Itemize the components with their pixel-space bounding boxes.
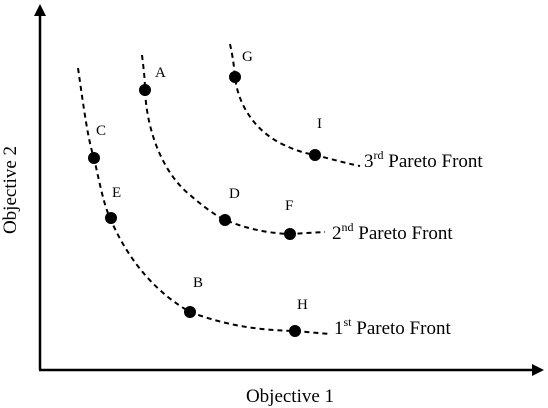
point-h-marker [289, 325, 301, 337]
point-e-label: E [112, 185, 121, 201]
point-a-marker [139, 84, 151, 96]
front-1-label: 1st Pareto Front [334, 315, 451, 339]
x-axis-label: Objective 1 [246, 386, 334, 407]
point-i-label: I [317, 116, 322, 132]
front-2-label: 2nd Pareto Front [332, 220, 453, 244]
point-c-label: C [96, 123, 106, 139]
point-b-label: B [193, 275, 203, 291]
point-c-marker [88, 152, 100, 164]
point-e-marker [105, 212, 117, 224]
point-a-label: A [155, 65, 166, 81]
point-d-marker [219, 214, 231, 226]
point-i-marker [309, 149, 321, 161]
point-h-label: H [297, 297, 308, 313]
point-f-marker [284, 228, 296, 240]
point-d-label: D [229, 186, 240, 202]
point-b-marker [184, 306, 196, 318]
point-f-label: F [285, 198, 293, 214]
y-axis-label: Objective 2 [0, 146, 21, 234]
point-g-label: G [242, 49, 253, 65]
front-1-curve [77, 67, 331, 335]
front-3-label: 3rd Pareto Front [364, 148, 483, 172]
point-g-marker [229, 71, 241, 83]
